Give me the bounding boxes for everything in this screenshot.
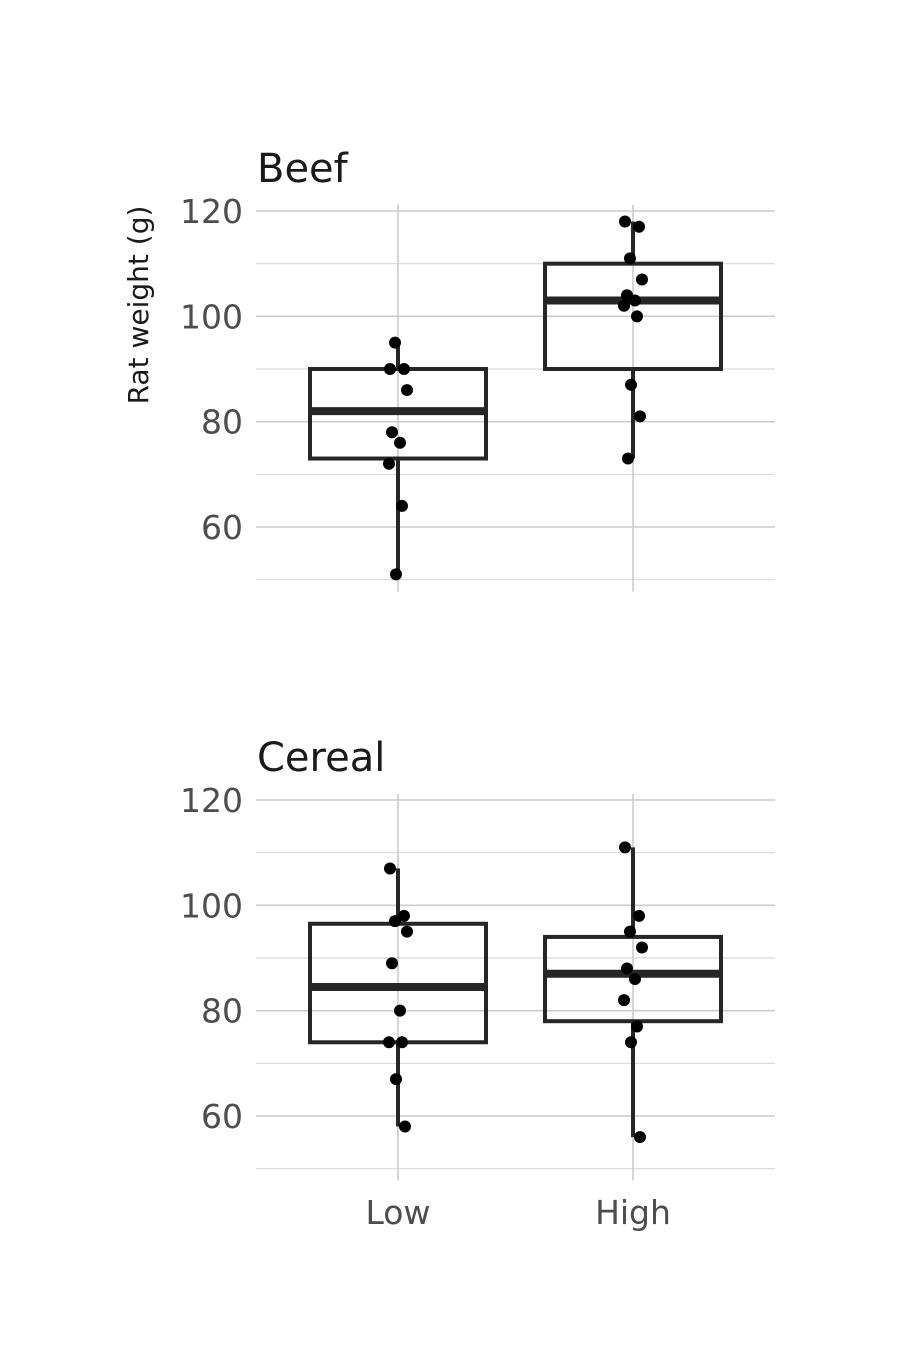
- data-point: [390, 1073, 402, 1086]
- data-point: [621, 962, 633, 975]
- data-point: [390, 568, 402, 581]
- data-point: [394, 436, 406, 449]
- data-point: [629, 973, 641, 986]
- y-tick-label: 80: [201, 992, 243, 1031]
- data-point: [625, 378, 637, 391]
- data-point: [636, 273, 648, 286]
- panel-title-beef: Beef: [257, 146, 349, 192]
- data-point: [634, 1131, 646, 1144]
- y-tick-label: 120: [180, 781, 243, 820]
- data-point: [384, 363, 396, 375]
- data-point: [398, 363, 410, 375]
- data-point: [618, 994, 630, 1007]
- panel-title-cereal: Cereal: [257, 735, 385, 781]
- data-point: [401, 384, 413, 397]
- data-point: [389, 915, 401, 928]
- x-tick-label-high: High: [595, 1193, 671, 1232]
- data-point: [634, 410, 646, 423]
- data-point: [389, 336, 401, 349]
- y-tick-label: 80: [201, 403, 243, 442]
- data-point: [399, 1120, 411, 1133]
- data-point: [398, 909, 410, 922]
- data-point: [625, 1036, 637, 1049]
- data-point: [624, 252, 636, 265]
- y-tick-label: 60: [201, 1097, 243, 1136]
- data-point: [631, 310, 643, 323]
- data-point: [636, 941, 648, 954]
- y-axis-title: Rat weight (g): [122, 206, 155, 405]
- data-point: [396, 499, 408, 512]
- data-point: [386, 957, 398, 970]
- data-point: [396, 1036, 408, 1049]
- box-high: [543, 934, 723, 1024]
- data-point: [394, 1004, 406, 1017]
- data-point: [619, 215, 631, 228]
- y-tick-label: 100: [180, 297, 243, 336]
- data-point: [633, 220, 645, 233]
- data-point: [619, 841, 631, 854]
- data-point: [386, 426, 398, 439]
- data-point: [618, 299, 630, 312]
- data-point: [633, 909, 645, 922]
- y-tick-label: 120: [180, 192, 243, 231]
- data-point: [401, 925, 413, 938]
- x-tick-label-low: Low: [366, 1193, 431, 1232]
- data-point: [629, 294, 641, 307]
- data-point: [631, 1020, 643, 1033]
- y-tick-label: 60: [201, 508, 243, 547]
- y-tick-label: 100: [180, 886, 243, 925]
- data-point: [622, 452, 634, 465]
- data-point: [383, 1036, 395, 1049]
- box-high: [543, 261, 723, 371]
- data-point: [624, 925, 636, 938]
- data-point: [384, 862, 396, 875]
- data-point: [383, 457, 395, 470]
